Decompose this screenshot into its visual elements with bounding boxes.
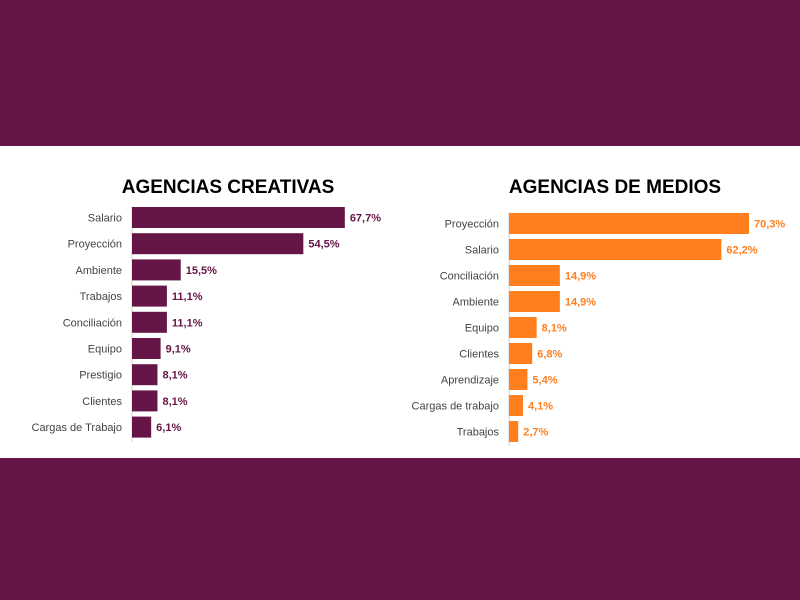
creative-category-label: Clientes [82,396,122,408]
media-agencies-chart: AGENCIAS DE MEDIOS Proyección 70,3% Salari… [412,177,785,446]
media-category-label: Trabajos [457,427,500,439]
media-category-label: Aprendizaje [441,375,499,387]
creative-category-label: Trabajos [80,291,123,303]
creative-category-label: Ambiente [76,265,122,277]
media-category-label: Conciliación [440,271,499,283]
creative-value-label: 67,7% [350,213,381,225]
creative-category-label: Conciliación [63,317,122,329]
creative-category-label: Equipo [88,344,122,356]
media-value-label: 8,1% [542,323,567,335]
chart-panel: AGENCIAS CREATIVAS Salario 67,7% Proyecció… [0,146,800,458]
creative-bar [132,285,167,307]
media-value-label: 6,8% [537,349,562,361]
creative-value-label: 6,1% [156,422,181,434]
media-category-label: Clientes [459,349,499,361]
media-value-label: 14,9% [565,297,596,309]
creative-value-label: 15,5% [186,265,217,277]
creative-bar [132,259,181,281]
media-category-label: Cargas de trabajo [412,401,499,413]
media-bar [509,395,523,416]
creative-agencies-chart: AGENCIAS CREATIVAS Salario 67,7% Proyecció… [32,177,381,442]
media-bar [509,343,533,364]
bar-charts: AGENCIAS CREATIVAS Salario 67,7% Proyecció… [32,177,785,446]
creative-value-label: 9,1% [166,344,191,356]
media-value-label: 14,9% [565,271,596,283]
creative-chart-title: AGENCIAS CREATIVAS [122,177,335,198]
creative-value-label: 11,1% [172,291,203,303]
creative-value-label: 8,1% [162,396,187,408]
creative-category-label: Cargas de Trabajo [32,422,123,434]
creative-value-label: 54,5% [308,239,339,251]
media-value-label: 4,1% [528,401,553,413]
media-category-label: Proyección [445,219,499,231]
creative-category-label: Proyección [68,239,122,251]
media-chart-title: AGENCIAS DE MEDIOS [509,177,721,198]
media-bar [509,239,722,260]
media-bar [509,265,560,286]
media-bar [509,317,537,338]
creative-category-label: Salario [88,213,122,225]
creative-bar [132,233,304,255]
media-value-label: 62,2% [726,245,757,257]
media-value-label: 2,7% [523,427,548,439]
creative-value-label: 11,1% [172,317,203,329]
creative-bar [132,390,158,412]
creative-bar [132,338,161,359]
creative-value-label: 8,1% [162,370,187,382]
media-category-label: Salario [465,245,499,257]
media-value-label: 5,4% [532,375,557,387]
creative-bar [132,416,152,438]
media-bar [509,291,560,312]
media-bar [509,213,749,234]
media-value-label: 70,3% [754,219,785,231]
media-category-label: Equipo [465,323,499,335]
media-bar [509,369,528,390]
creative-bar [132,207,345,228]
media-bar [509,421,519,442]
media-category-label: Ambiente [453,297,499,309]
creative-bar [132,311,167,333]
creative-category-label: Prestigio [79,370,122,382]
creative-bar [132,364,158,386]
